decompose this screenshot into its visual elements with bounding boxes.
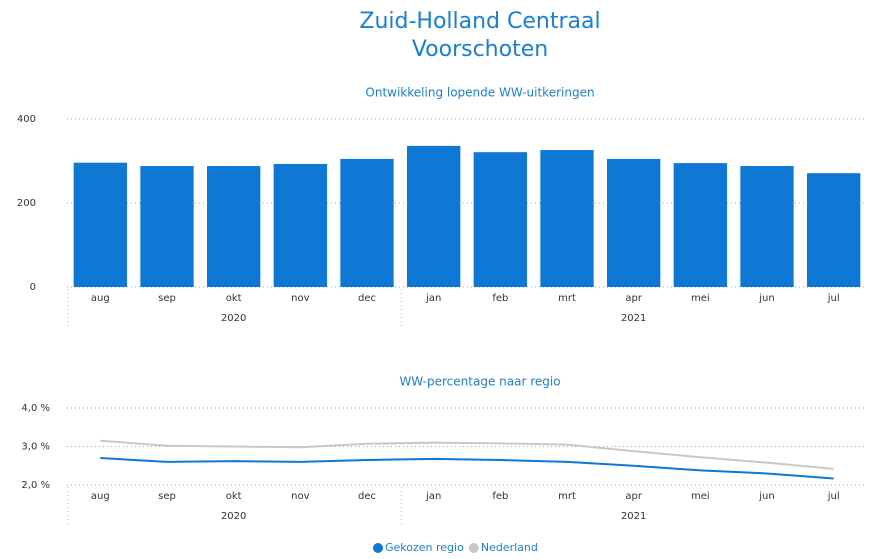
year-label: 2020	[221, 511, 246, 522]
x-tick-label: mrt	[558, 293, 576, 304]
bar	[740, 166, 794, 287]
y-tick-label: 0	[30, 282, 36, 293]
legend-label: Nederland	[481, 541, 538, 554]
y-tick-label: 2,0 %	[21, 480, 50, 491]
year-label: 2021	[621, 313, 646, 324]
x-tick-label: okt	[226, 293, 242, 304]
x-tick-label: nov	[291, 491, 309, 502]
bar	[73, 162, 127, 287]
x-tick-label: apr	[625, 293, 642, 304]
bar	[607, 158, 661, 287]
x-tick-label: aug	[91, 293, 110, 304]
line	[100, 439, 834, 470]
legend-marker	[373, 543, 383, 553]
x-tick-label: feb	[492, 491, 508, 502]
x-tick-label: mei	[691, 491, 710, 502]
x-tick-label: apr	[625, 491, 642, 502]
y-tick-label: 200	[17, 198, 36, 209]
bar	[273, 163, 327, 287]
x-tick-label: nov	[291, 293, 309, 304]
bar	[473, 152, 527, 287]
x-tick-label: jun	[758, 491, 774, 502]
x-tick-label: sep	[158, 491, 176, 502]
y-tick-label: 3,0 %	[21, 442, 50, 453]
legend-marker	[468, 543, 479, 553]
bar	[673, 163, 727, 287]
x-tick-label: dec	[358, 491, 376, 502]
x-tick-label: jul	[827, 491, 840, 502]
chart-title: Ontwikkeling lopende WW-uitkeringen	[365, 86, 594, 100]
x-tick-label: okt	[226, 491, 242, 502]
x-tick-label: jul	[827, 293, 840, 304]
x-tick-label: mrt	[558, 491, 576, 502]
x-tick-label: jun	[758, 293, 774, 304]
legend-label: Gekozen regio	[385, 541, 464, 554]
y-tick-label: 400	[17, 114, 36, 125]
x-tick-label: jan	[425, 293, 441, 304]
bar	[140, 166, 194, 287]
x-tick-label: sep	[158, 293, 176, 304]
bar	[540, 150, 594, 287]
bar	[407, 145, 461, 287]
chart-title: WW-percentage naar regio	[399, 375, 560, 389]
year-label: 2021	[621, 511, 646, 522]
bar	[807, 173, 861, 287]
x-tick-label: dec	[358, 293, 376, 304]
line	[100, 457, 834, 480]
x-tick-label: aug	[91, 491, 110, 502]
year-label: 2020	[221, 313, 246, 324]
bar	[340, 158, 394, 287]
title: Zuid-Holland Centraal	[359, 9, 600, 34]
x-tick-label: jan	[425, 491, 441, 502]
x-tick-label: mei	[691, 293, 710, 304]
subtitle: Voorschoten	[412, 37, 548, 62]
x-tick-label: feb	[492, 293, 508, 304]
bar	[207, 166, 261, 287]
y-tick-label: 4,0 %	[21, 403, 50, 414]
